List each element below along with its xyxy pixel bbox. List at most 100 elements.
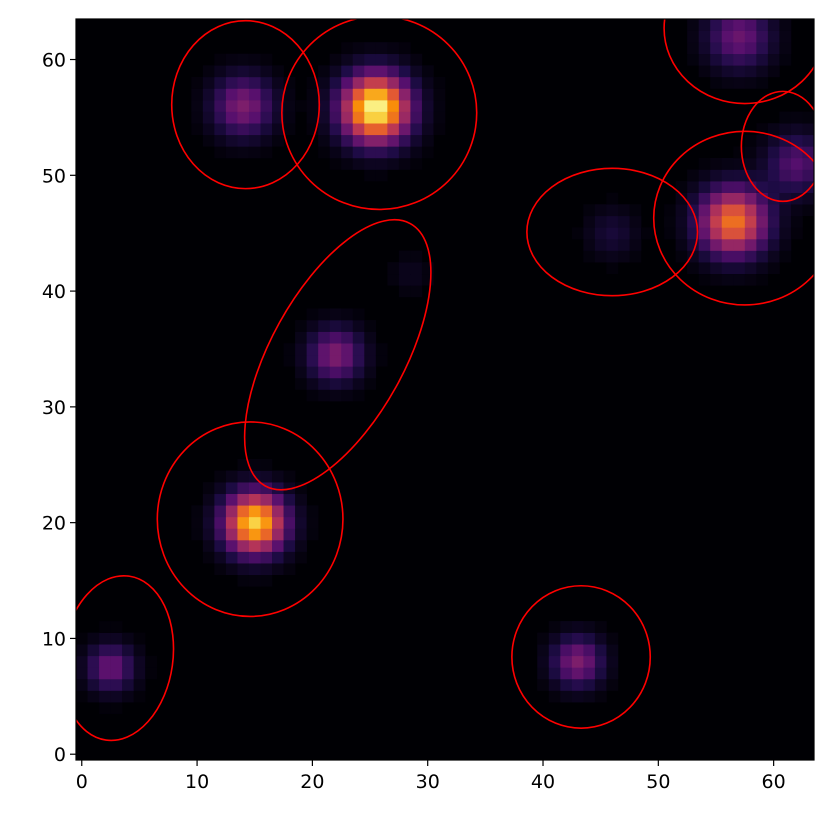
pixel [594,250,607,263]
pixel [110,678,123,691]
pixel [202,482,215,495]
x-tick-label: 0 [76,771,88,793]
pixel [375,157,388,170]
pixel [548,644,561,657]
pixel [352,157,365,170]
pixel [756,181,769,193]
pixel [260,482,273,495]
pixel [283,551,296,564]
pixel [306,111,319,124]
pixel [341,366,354,379]
pixel [272,540,284,552]
pixel [375,111,388,124]
pixel [295,516,307,529]
pixel [410,53,423,66]
pixel [237,88,250,101]
pixel [767,192,780,205]
pixel [387,157,400,170]
pixel [295,343,307,356]
pixel [398,123,411,136]
pixel [214,100,227,112]
pixel [318,377,330,390]
pixel [122,690,134,703]
pixel [122,655,134,668]
pixel [260,458,273,471]
pixel [248,146,261,159]
pixel [733,250,746,263]
pixel [202,111,215,124]
pixel [352,354,365,367]
pixel [133,644,146,657]
pixel [306,366,319,379]
pixel [410,88,423,101]
pixel [364,169,377,182]
pixel [560,621,573,633]
pixel [110,632,123,645]
pixel [387,53,400,66]
pixel [433,88,446,101]
pixel [364,65,377,78]
pixel [237,493,250,506]
pixel [272,65,284,78]
pixel [687,169,699,182]
pixel [352,320,365,332]
pixel [606,215,619,228]
pixel [202,76,215,89]
pixel [225,470,238,483]
pixel [710,273,723,286]
pixel [110,667,123,680]
pixel [375,76,388,89]
pixel [756,134,769,147]
pixel [710,215,723,228]
pixel [629,250,642,263]
pixel [421,146,434,159]
pixel [260,470,273,483]
pixel [387,88,400,101]
pixel [202,88,215,101]
pixel [110,690,123,703]
pixel [341,389,354,402]
pixel [733,273,746,286]
pixel [548,632,561,645]
y-tick-label: 10 [42,628,66,650]
pixel [318,146,330,159]
pixel [225,482,238,495]
pixel [306,88,319,101]
ellipse [243,218,432,491]
pixel [744,134,757,147]
pixel [756,215,769,228]
pixel [767,53,780,66]
pixel [364,42,377,55]
pixel [629,204,642,217]
pixel [802,192,814,205]
pixel [306,123,319,136]
pixel [364,146,377,159]
pixel [122,678,134,691]
pixel [767,123,780,136]
pixel [733,157,746,170]
pixel [352,377,365,390]
pixel [571,667,584,680]
pixel [721,204,734,217]
pixel [283,100,296,112]
pixel [560,678,573,691]
pixel [110,655,123,668]
pixel [733,53,746,66]
pixel [790,134,803,147]
pixel [398,88,411,101]
pixel [341,134,354,147]
pixel [744,65,757,78]
pixel [744,250,757,263]
pixel [398,65,411,78]
pixel [225,100,238,112]
pixel [225,540,238,552]
pixel [537,644,550,657]
pixel [260,123,273,136]
pixel [375,134,388,147]
pixel [790,169,803,182]
pixel [629,215,642,228]
pixel [721,273,734,286]
pixel [237,76,250,89]
pixel [295,366,307,379]
pixel [283,354,296,367]
